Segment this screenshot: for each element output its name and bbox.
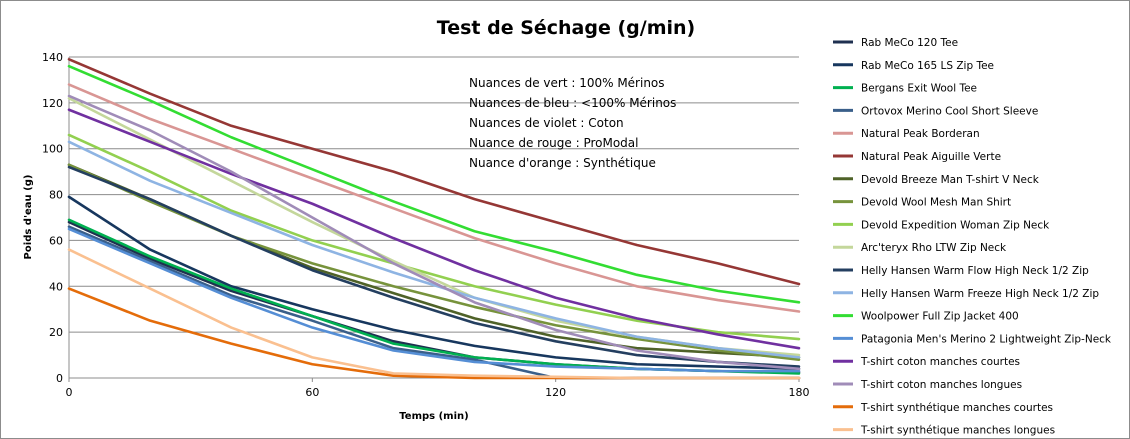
y-tick-label: 40 [49, 280, 63, 293]
legend-label: Ortovox Merino Cool Short Sleeve [861, 105, 1038, 117]
legend-label: Helly Hansen Warm Flow High Neck 1/2 Zip [861, 265, 1089, 277]
y-tick-label: 100 [42, 143, 63, 156]
series-line-6 [67, 57, 801, 286]
y-axis-title: Poids d'eau (g) [23, 175, 34, 260]
annotation-line: Nuances de bleu : <100% Mérinos [469, 96, 676, 110]
x-tick-label: 180 [789, 386, 810, 399]
y-tick-label: 0 [56, 372, 63, 385]
series-line-13 [67, 64, 801, 304]
chart-title: Test de Séchage (g/min) [437, 17, 695, 39]
annotation-box: Nuances de vert : 100% Mérinos Nuances de… [469, 76, 676, 170]
legend: Rab MeCo 120 Tee Rab MeCo 165 LS Zip Tee B… [833, 37, 1112, 437]
legend-label: Devold Breeze Man T-shirt V Neck [861, 174, 1040, 186]
legend-label: Arc'teryx Rho LTW Zip Neck [861, 242, 1007, 254]
y-tick-label: 120 [42, 97, 63, 110]
y-tick-label: 60 [49, 234, 63, 247]
annotation-line: Nuances de vert : 100% Mérinos [469, 76, 665, 90]
series-line-12 [67, 140, 801, 359]
x-axis-ticks: 0 60 120 180 [66, 378, 810, 399]
series-line-5 [67, 83, 801, 313]
legend-label: Natural Peak Borderan [861, 128, 980, 140]
y-tick-label: 140 [42, 51, 63, 64]
legend-label: T-shirt coton manches courtes [860, 356, 1020, 368]
legend-label: Natural Peak Aiguille Verte [861, 151, 1001, 163]
annotation-line: Nuance de rouge : ProModal [469, 136, 638, 150]
legend-label: Rab MeCo 120 Tee [861, 37, 958, 49]
legend-label: Devold Expedition Woman Zip Neck [861, 219, 1050, 231]
annotation-line: Nuance d'orange : Synthétique [469, 156, 656, 170]
x-tick-label: 120 [545, 386, 566, 399]
series-line-16 [67, 94, 801, 371]
series-line-10 [67, 96, 801, 357]
legend-label: Helly Hansen Warm Freeze High Neck 1/2 Z… [861, 288, 1099, 300]
legend-label: T-shirt coton manches longues [860, 379, 1022, 391]
legend-label: T-shirt synthétique manches longues [860, 425, 1055, 437]
series-lines [67, 57, 801, 380]
legend-label: Devold Wool Mesh Man Shirt [861, 197, 1011, 209]
legend-label: Patagonia Men's Merino 2 Lightweight Zip… [861, 333, 1112, 345]
legend-label: T-shirt synthétique manches courtes [860, 402, 1053, 414]
x-axis-title: Temps (min) [399, 411, 468, 422]
series-line-15 [67, 108, 801, 350]
series-line-18 [67, 248, 801, 380]
series-line-9 [67, 133, 801, 341]
series-line-2 [67, 195, 801, 371]
y-tick-label: 20 [49, 326, 63, 339]
x-tick-label: 60 [305, 386, 319, 399]
series-line-11 [67, 165, 801, 368]
annotation-line: Nuances de violet : Coton [469, 116, 624, 130]
legend-label: Woolpower Full Zip Jacket 400 [861, 311, 1019, 323]
y-tick-label: 80 [49, 189, 63, 202]
y-axis-ticks: 0 20 40 60 80 100 120 140 [42, 51, 63, 385]
series-line-14 [67, 227, 801, 373]
legend-label: Rab MeCo 165 LS Zip Tee [861, 60, 994, 72]
legend-label: Bergans Exit Wool Tee [861, 83, 977, 95]
x-tick-label: 0 [66, 386, 73, 399]
